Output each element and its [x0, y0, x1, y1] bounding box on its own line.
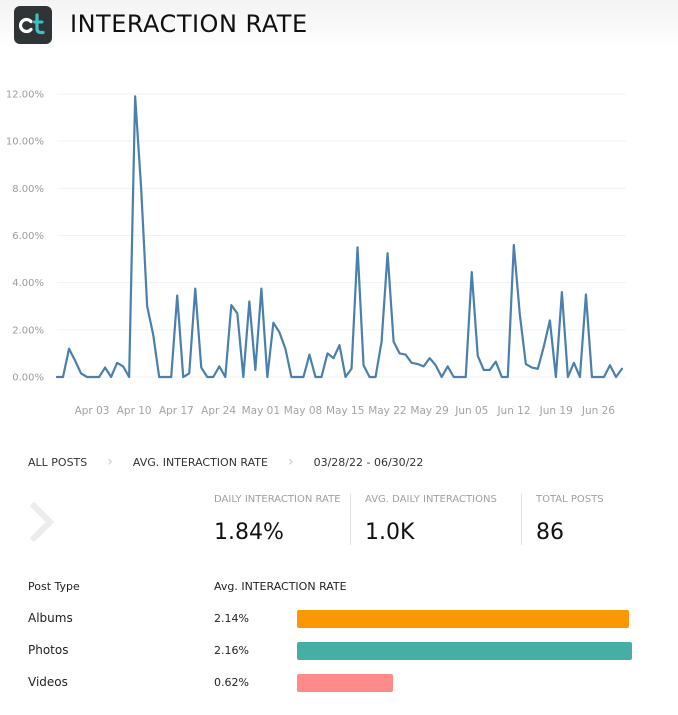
y-tick-label: 0.00% [12, 373, 44, 384]
header-bar: INTERACTION RATE [0, 0, 678, 48]
page-title: INTERACTION RATE [70, 10, 308, 38]
row-value-videos: 0.62% [214, 676, 249, 689]
x-tick-label: Apr 03 [75, 405, 110, 417]
row-value-albums: 2.14% [214, 612, 249, 625]
y-tick-label: 4.00% [12, 278, 44, 289]
x-tick-label: May 22 [368, 405, 406, 417]
row-label-photos: Photos [28, 643, 69, 657]
stat-daily-interaction-rate: DAILY INTERACTION RATE 1.84% [214, 494, 350, 545]
bar-albums [297, 610, 629, 628]
row-label-albums: Albums [28, 611, 73, 625]
stat-value: 1.84% [214, 520, 284, 545]
stat-total-posts: TOTAL POSTS 86 [521, 494, 650, 545]
x-tick-label: Apr 24 [201, 405, 236, 417]
stat-label: DAILY INTERACTION RATE [214, 494, 341, 505]
post-type-column-header: Post Type [28, 580, 80, 593]
stat-avg-daily-interactions: AVG. DAILY INTERACTIONS 1.0K [350, 494, 521, 545]
x-tick-label: May 29 [410, 405, 448, 417]
series-line [55, 95, 624, 379]
chevron-right-icon[interactable] [30, 502, 56, 542]
x-tick-label: Apr 10 [117, 405, 152, 417]
x-tick-label: Jun 05 [454, 405, 488, 417]
row-label-videos: Videos [28, 675, 68, 689]
breadcrumb-chevron-icon: › [287, 454, 294, 470]
breadcrumb-date-range[interactable]: 03/28/22 - 06/30/22 [313, 456, 424, 469]
avg-rate-column-header: Avg. INTERACTION RATE [214, 580, 347, 593]
stat-value: 1.0K [365, 520, 415, 545]
x-tick-label: May 08 [284, 405, 322, 417]
y-tick-label: 8.00% [12, 184, 44, 195]
stats-summary: DAILY INTERACTION RATE 1.84% AVG. DAILY … [214, 494, 650, 545]
x-tick-label: Jun 12 [496, 405, 530, 417]
y-tick-label: 10.00% [6, 137, 44, 148]
x-tick-label: Jun 26 [581, 405, 615, 417]
breadcrumb-chevron-icon: › [107, 454, 113, 470]
y-tick-label: 6.00% [12, 231, 44, 242]
ct-logo[interactable] [14, 6, 52, 44]
breadcrumb: ALL POSTS › AVG. INTERACTION RATE › 03/2… [28, 454, 424, 470]
y-tick-label: 12.00% [6, 90, 44, 101]
x-tick-label: May 15 [326, 405, 364, 417]
y-tick-label: 2.00% [12, 325, 44, 336]
x-tick-label: May 01 [242, 405, 280, 417]
x-tick-label: Apr 17 [159, 405, 194, 417]
breadcrumb-avg-interaction-rate[interactable]: AVG. INTERACTION RATE [132, 456, 268, 469]
stat-label: TOTAL POSTS [536, 494, 604, 505]
stat-value: 86 [536, 520, 564, 545]
bar-photos [297, 642, 632, 660]
ct-logo-mark [19, 13, 45, 35]
row-value-photos: 2.16% [214, 644, 249, 657]
x-tick-label: Jun 19 [539, 405, 573, 417]
interaction-rate-line-chart: 0.00% 2.00% 4.00% 6.00% 8.00% 10.00% 12.00% Apr… [6, 90, 626, 417]
breadcrumb-all-posts[interactable]: ALL POSTS [28, 456, 88, 469]
stat-label: AVG. DAILY INTERACTIONS [365, 494, 497, 505]
bar-videos [297, 674, 393, 692]
